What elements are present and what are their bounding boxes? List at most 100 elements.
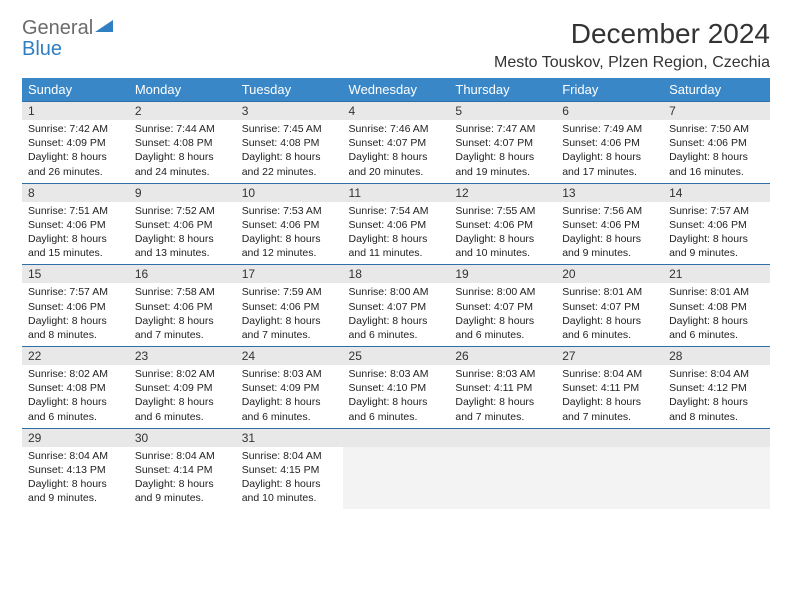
- calendar-table: SundayMondayTuesdayWednesdayThursdayFrid…: [22, 78, 770, 509]
- day-info: Sunrise: 8:00 AMSunset: 4:07 PMDaylight:…: [343, 283, 450, 346]
- day-info-cell: Sunrise: 8:03 AMSunset: 4:10 PMDaylight:…: [343, 365, 450, 428]
- dow-header: Monday: [129, 78, 236, 102]
- day-info-cell: Sunrise: 7:57 AMSunset: 4:06 PMDaylight:…: [663, 202, 770, 265]
- day-info: Sunrise: 7:42 AMSunset: 4:09 PMDaylight:…: [22, 120, 129, 183]
- location: Mesto Touskov, Plzen Region, Czechia: [494, 54, 770, 72]
- day-info: Sunrise: 8:04 AMSunset: 4:12 PMDaylight:…: [663, 365, 770, 428]
- day-number-cell: 19: [449, 265, 556, 284]
- day-info: Sunrise: 8:03 AMSunset: 4:11 PMDaylight:…: [449, 365, 556, 428]
- week-info-row: Sunrise: 7:57 AMSunset: 4:06 PMDaylight:…: [22, 283, 770, 346]
- day-number-cell: 20: [556, 265, 663, 284]
- day-number-cell: 28: [663, 347, 770, 366]
- day-number-cell: 14: [663, 183, 770, 202]
- day-info-cell: Sunrise: 7:59 AMSunset: 4:06 PMDaylight:…: [236, 283, 343, 346]
- day-info: Sunrise: 7:45 AMSunset: 4:08 PMDaylight:…: [236, 120, 343, 183]
- day-info: Sunrise: 7:47 AMSunset: 4:07 PMDaylight:…: [449, 120, 556, 183]
- day-number-cell: [449, 428, 556, 447]
- dow-header: Sunday: [22, 78, 129, 102]
- day-info-cell: Sunrise: 8:04 AMSunset: 4:11 PMDaylight:…: [556, 365, 663, 428]
- day-number-cell: 8: [22, 183, 129, 202]
- logo: General Blue: [22, 18, 115, 60]
- month-title: December 2024: [494, 18, 770, 50]
- week-daynum-row: 891011121314: [22, 183, 770, 202]
- week-daynum-row: 22232425262728: [22, 347, 770, 366]
- day-number-cell: 4: [343, 102, 450, 121]
- day-info-cell: Sunrise: 8:03 AMSunset: 4:11 PMDaylight:…: [449, 365, 556, 428]
- day-info: Sunrise: 7:53 AMSunset: 4:06 PMDaylight:…: [236, 202, 343, 265]
- day-info-cell: Sunrise: 7:55 AMSunset: 4:06 PMDaylight:…: [449, 202, 556, 265]
- day-info-cell: Sunrise: 7:49 AMSunset: 4:06 PMDaylight:…: [556, 120, 663, 183]
- day-info: Sunrise: 8:04 AMSunset: 4:14 PMDaylight:…: [129, 447, 236, 510]
- day-number-cell: 7: [663, 102, 770, 121]
- day-number-cell: 23: [129, 347, 236, 366]
- week-daynum-row: 1234567: [22, 102, 770, 121]
- day-number-cell: 29: [22, 428, 129, 447]
- day-number-cell: 6: [556, 102, 663, 121]
- day-info-cell: Sunrise: 7:42 AMSunset: 4:09 PMDaylight:…: [22, 120, 129, 183]
- week-info-row: Sunrise: 7:42 AMSunset: 4:09 PMDaylight:…: [22, 120, 770, 183]
- day-info: Sunrise: 8:01 AMSunset: 4:07 PMDaylight:…: [556, 283, 663, 346]
- day-info-cell: [449, 447, 556, 510]
- day-info-cell: Sunrise: 7:57 AMSunset: 4:06 PMDaylight:…: [22, 283, 129, 346]
- day-info-cell: Sunrise: 8:04 AMSunset: 4:13 PMDaylight:…: [22, 447, 129, 510]
- day-info: Sunrise: 7:59 AMSunset: 4:06 PMDaylight:…: [236, 283, 343, 346]
- day-info-cell: Sunrise: 7:45 AMSunset: 4:08 PMDaylight:…: [236, 120, 343, 183]
- day-info-cell: Sunrise: 7:53 AMSunset: 4:06 PMDaylight:…: [236, 202, 343, 265]
- day-info: Sunrise: 7:58 AMSunset: 4:06 PMDaylight:…: [129, 283, 236, 346]
- day-info: Sunrise: 8:01 AMSunset: 4:08 PMDaylight:…: [663, 283, 770, 346]
- day-number-cell: [556, 428, 663, 447]
- day-number-cell: 16: [129, 265, 236, 284]
- day-number-cell: 27: [556, 347, 663, 366]
- day-number-cell: 2: [129, 102, 236, 121]
- day-number-cell: [343, 428, 450, 447]
- day-number-cell: 9: [129, 183, 236, 202]
- day-info-cell: Sunrise: 7:56 AMSunset: 4:06 PMDaylight:…: [556, 202, 663, 265]
- week-daynum-row: 293031: [22, 428, 770, 447]
- day-info-cell: [663, 447, 770, 510]
- day-number-cell: 26: [449, 347, 556, 366]
- day-number-cell: 13: [556, 183, 663, 202]
- day-info: Sunrise: 8:03 AMSunset: 4:09 PMDaylight:…: [236, 365, 343, 428]
- day-number-cell: 10: [236, 183, 343, 202]
- day-number-cell: 30: [129, 428, 236, 447]
- week-info-row: Sunrise: 8:04 AMSunset: 4:13 PMDaylight:…: [22, 447, 770, 510]
- day-number-cell: 3: [236, 102, 343, 121]
- day-number-cell: 1: [22, 102, 129, 121]
- day-number-cell: 22: [22, 347, 129, 366]
- day-info-cell: Sunrise: 7:50 AMSunset: 4:06 PMDaylight:…: [663, 120, 770, 183]
- day-info-cell: Sunrise: 7:54 AMSunset: 4:06 PMDaylight:…: [343, 202, 450, 265]
- day-number-cell: 15: [22, 265, 129, 284]
- dow-header: Saturday: [663, 78, 770, 102]
- day-info: Sunrise: 7:49 AMSunset: 4:06 PMDaylight:…: [556, 120, 663, 183]
- day-info: Sunrise: 7:50 AMSunset: 4:06 PMDaylight:…: [663, 120, 770, 183]
- day-info: Sunrise: 8:03 AMSunset: 4:10 PMDaylight:…: [343, 365, 450, 428]
- day-info-cell: Sunrise: 8:00 AMSunset: 4:07 PMDaylight:…: [449, 283, 556, 346]
- day-info-cell: Sunrise: 8:04 AMSunset: 4:15 PMDaylight:…: [236, 447, 343, 510]
- day-info-cell: Sunrise: 8:01 AMSunset: 4:08 PMDaylight:…: [663, 283, 770, 346]
- day-info-cell: Sunrise: 7:46 AMSunset: 4:07 PMDaylight:…: [343, 120, 450, 183]
- day-info-cell: Sunrise: 8:00 AMSunset: 4:07 PMDaylight:…: [343, 283, 450, 346]
- day-info: Sunrise: 7:57 AMSunset: 4:06 PMDaylight:…: [663, 202, 770, 265]
- day-info: Sunrise: 7:51 AMSunset: 4:06 PMDaylight:…: [22, 202, 129, 265]
- day-info: Sunrise: 8:04 AMSunset: 4:11 PMDaylight:…: [556, 365, 663, 428]
- day-number-cell: 12: [449, 183, 556, 202]
- day-info: Sunrise: 8:04 AMSunset: 4:15 PMDaylight:…: [236, 447, 343, 510]
- day-info: Sunrise: 7:44 AMSunset: 4:08 PMDaylight:…: [129, 120, 236, 183]
- day-info: Sunrise: 8:02 AMSunset: 4:09 PMDaylight:…: [129, 365, 236, 428]
- day-info: Sunrise: 7:54 AMSunset: 4:06 PMDaylight:…: [343, 202, 450, 265]
- day-number-cell: 17: [236, 265, 343, 284]
- day-info-cell: Sunrise: 7:44 AMSunset: 4:08 PMDaylight:…: [129, 120, 236, 183]
- day-info-cell: Sunrise: 8:04 AMSunset: 4:14 PMDaylight:…: [129, 447, 236, 510]
- day-info-cell: Sunrise: 7:52 AMSunset: 4:06 PMDaylight:…: [129, 202, 236, 265]
- day-info-cell: Sunrise: 7:47 AMSunset: 4:07 PMDaylight:…: [449, 120, 556, 183]
- day-info-cell: Sunrise: 8:01 AMSunset: 4:07 PMDaylight:…: [556, 283, 663, 346]
- dow-row: SundayMondayTuesdayWednesdayThursdayFrid…: [22, 78, 770, 102]
- day-number-cell: 24: [236, 347, 343, 366]
- dow-header: Thursday: [449, 78, 556, 102]
- day-info-cell: Sunrise: 7:58 AMSunset: 4:06 PMDaylight:…: [129, 283, 236, 346]
- day-info-cell: Sunrise: 8:02 AMSunset: 4:08 PMDaylight:…: [22, 365, 129, 428]
- day-number-cell: 25: [343, 347, 450, 366]
- day-info: Sunrise: 8:02 AMSunset: 4:08 PMDaylight:…: [22, 365, 129, 428]
- day-number-cell: 18: [343, 265, 450, 284]
- day-info-cell: Sunrise: 7:51 AMSunset: 4:06 PMDaylight:…: [22, 202, 129, 265]
